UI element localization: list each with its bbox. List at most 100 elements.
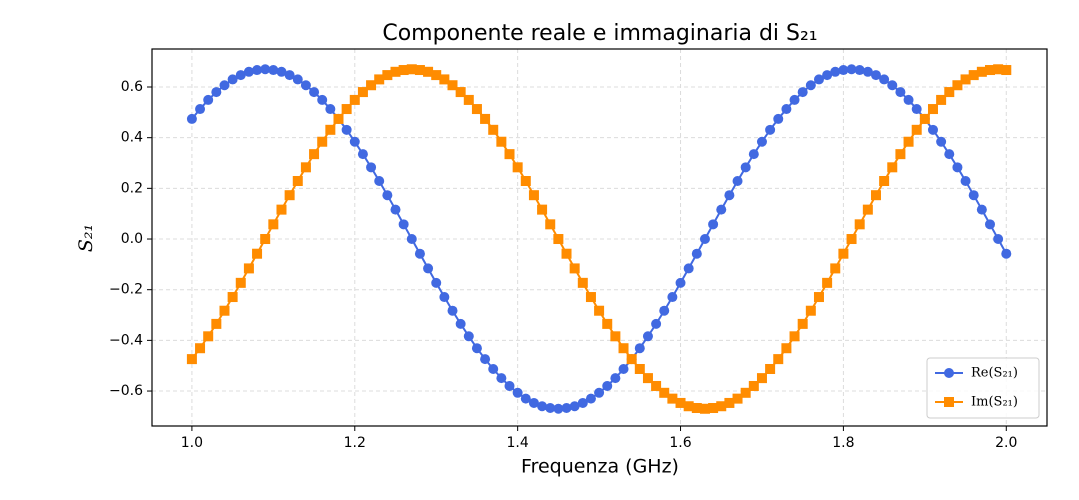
marker <box>463 331 474 342</box>
marker <box>960 74 971 85</box>
marker <box>805 80 816 91</box>
marker <box>374 74 385 85</box>
marker <box>667 393 678 404</box>
marker <box>520 393 531 404</box>
marker <box>830 66 841 77</box>
marker <box>349 136 360 147</box>
marker <box>903 136 914 147</box>
marker <box>414 248 425 259</box>
marker <box>765 363 776 374</box>
marker <box>561 403 572 414</box>
marker <box>227 74 238 85</box>
x-tick-label: 1.0 <box>181 435 203 451</box>
marker <box>838 248 849 259</box>
marker <box>537 204 548 215</box>
marker <box>748 149 759 160</box>
marker <box>211 318 222 329</box>
marker <box>984 65 995 76</box>
marker <box>553 403 564 414</box>
marker <box>195 104 206 115</box>
marker <box>699 234 710 245</box>
y-axis-label: S₂₁ <box>75 224 97 252</box>
marker <box>797 318 808 329</box>
marker <box>797 87 808 98</box>
marker <box>756 373 767 384</box>
marker <box>748 380 759 391</box>
marker <box>480 113 491 124</box>
marker <box>691 248 702 259</box>
marker <box>512 387 523 398</box>
marker <box>618 363 629 374</box>
marker <box>813 292 824 303</box>
marker <box>569 401 580 412</box>
marker <box>585 393 596 404</box>
marker <box>300 80 311 91</box>
marker <box>626 354 637 365</box>
y-tick-label: −0.2 <box>109 282 143 298</box>
marker <box>773 113 784 124</box>
marker <box>480 354 491 365</box>
marker <box>602 380 613 391</box>
marker <box>357 87 368 98</box>
marker <box>292 176 303 187</box>
marker <box>822 277 833 288</box>
marker <box>618 343 629 354</box>
marker <box>862 204 873 215</box>
marker <box>235 277 246 288</box>
marker <box>781 343 792 354</box>
marker <box>545 219 556 230</box>
marker <box>309 87 320 98</box>
marker <box>691 403 702 414</box>
marker <box>260 234 271 245</box>
marker <box>667 292 678 303</box>
marker <box>341 124 352 135</box>
marker <box>675 277 686 288</box>
marker <box>561 248 572 259</box>
marker <box>716 401 727 412</box>
marker <box>642 373 653 384</box>
marker <box>765 124 776 135</box>
marker <box>496 373 507 384</box>
marker <box>431 277 442 288</box>
y-tick-label: −0.4 <box>109 332 143 348</box>
marker <box>585 292 596 303</box>
x-tick-label: 2.0 <box>995 435 1017 451</box>
marker <box>382 190 393 201</box>
marker <box>414 65 425 76</box>
marker <box>805 305 816 316</box>
marker <box>610 373 621 384</box>
marker <box>642 331 653 342</box>
marker <box>944 149 955 160</box>
marker <box>822 70 833 81</box>
marker <box>537 401 548 412</box>
marker <box>455 87 466 98</box>
marker <box>813 74 824 85</box>
marker <box>854 65 865 76</box>
marker <box>406 64 417 75</box>
marker <box>235 70 246 81</box>
marker <box>936 94 947 105</box>
marker <box>911 104 922 115</box>
marker <box>382 70 393 81</box>
marker <box>219 80 230 91</box>
marker <box>504 149 515 160</box>
marker <box>927 124 938 135</box>
marker <box>423 263 434 274</box>
marker <box>781 104 792 115</box>
marker <box>594 305 605 316</box>
marker <box>870 190 881 201</box>
marker <box>716 204 727 215</box>
marker <box>276 66 287 77</box>
marker <box>186 354 197 365</box>
marker <box>968 190 979 201</box>
marker <box>252 65 263 76</box>
marker <box>431 70 442 81</box>
marker <box>268 65 279 76</box>
marker <box>219 305 230 316</box>
x-tick-label: 1.6 <box>669 435 691 451</box>
legend-marker <box>944 397 954 407</box>
marker <box>406 234 417 245</box>
marker <box>463 94 474 105</box>
chart-title: Componente reale e immaginaria di S₂₁ <box>382 21 817 46</box>
